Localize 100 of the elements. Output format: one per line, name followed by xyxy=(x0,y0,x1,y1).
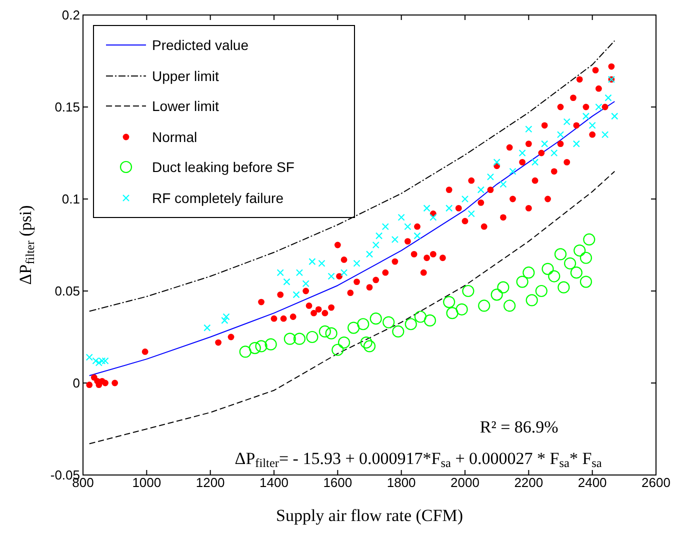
point xyxy=(531,158,539,166)
point xyxy=(430,214,437,221)
legend-label: RF completely failure xyxy=(152,190,284,206)
x-tick-label: 2400 xyxy=(578,475,607,490)
point xyxy=(446,204,453,212)
point xyxy=(318,325,331,338)
point xyxy=(564,257,576,270)
point xyxy=(516,276,528,288)
point xyxy=(542,262,554,275)
point xyxy=(248,342,261,354)
point xyxy=(535,284,548,298)
y-tick-label: 0.05 xyxy=(54,284,80,299)
point xyxy=(204,324,211,332)
point xyxy=(446,307,458,320)
point xyxy=(404,318,417,330)
point xyxy=(398,214,405,221)
point xyxy=(500,180,507,188)
legend-label: Normal xyxy=(152,128,198,145)
point xyxy=(255,340,268,352)
point xyxy=(554,248,567,260)
point xyxy=(328,272,335,280)
x-tick-label: 1600 xyxy=(323,475,352,490)
point xyxy=(414,310,426,323)
point xyxy=(353,260,360,267)
x-tick-label: 2000 xyxy=(450,475,480,490)
point xyxy=(525,126,532,133)
x-tick-label: 1200 xyxy=(196,475,225,490)
point xyxy=(509,168,516,175)
point xyxy=(570,266,582,279)
point xyxy=(283,278,290,286)
point xyxy=(556,131,564,138)
point xyxy=(490,288,503,301)
annotation: R² = 86.9% xyxy=(480,418,558,437)
point xyxy=(550,149,558,157)
point xyxy=(366,250,374,258)
point xyxy=(222,313,230,320)
point xyxy=(264,338,277,350)
point xyxy=(292,291,300,298)
point xyxy=(284,332,296,345)
point xyxy=(611,112,618,120)
x-tick-label: 1400 xyxy=(260,475,288,490)
point xyxy=(580,276,592,288)
x-tick-label: 2600 xyxy=(642,475,670,490)
point xyxy=(86,354,93,361)
point xyxy=(504,300,516,312)
point xyxy=(424,314,436,326)
x-tick-label: 1000 xyxy=(132,475,162,490)
point xyxy=(348,322,360,334)
point xyxy=(392,325,404,338)
point xyxy=(370,312,382,325)
point xyxy=(306,330,318,344)
annotation: ΔP$_{filter}$= - 15.93 + 0.000917*F$_{sa}$ + 0.000027 * F$_{sa}$* F$_{sa}$ xyxy=(234,448,602,470)
point xyxy=(526,294,538,306)
legend-label: Lower limit xyxy=(152,98,219,114)
point xyxy=(572,140,580,148)
point xyxy=(414,232,421,240)
point xyxy=(382,223,389,230)
point xyxy=(340,269,348,276)
point xyxy=(563,118,570,126)
point xyxy=(558,281,570,294)
point xyxy=(522,266,535,279)
point xyxy=(423,204,430,212)
point xyxy=(318,260,326,267)
point xyxy=(293,332,306,345)
legend-label: Predicted value xyxy=(152,37,249,54)
point xyxy=(595,103,602,111)
point xyxy=(325,327,338,340)
y-tick-label: 0.2 xyxy=(62,8,80,23)
point xyxy=(363,340,376,352)
point xyxy=(477,186,484,194)
legend-label: Duct leaking before SF xyxy=(152,159,294,176)
line-series xyxy=(88,100,616,376)
point xyxy=(332,344,344,356)
x-tick-label: 1800 xyxy=(386,475,416,490)
point xyxy=(221,316,228,324)
point xyxy=(486,173,494,180)
point xyxy=(443,296,456,308)
point xyxy=(478,300,490,312)
point xyxy=(391,236,399,244)
y-tick-label: 0 xyxy=(72,376,80,391)
point xyxy=(574,244,586,257)
point xyxy=(468,210,475,218)
x-tick-label: 2200 xyxy=(514,475,544,490)
legend-label: Upper limit xyxy=(152,68,219,84)
point xyxy=(580,252,592,264)
y-tick-label: 0.15 xyxy=(54,100,80,115)
point xyxy=(296,269,304,276)
point xyxy=(462,284,474,298)
point xyxy=(276,269,284,276)
point xyxy=(518,149,526,157)
point xyxy=(604,94,612,102)
point xyxy=(497,281,510,294)
point xyxy=(404,223,412,230)
point xyxy=(338,336,350,349)
point xyxy=(239,346,252,358)
point xyxy=(360,336,372,349)
point xyxy=(583,233,596,246)
point xyxy=(357,318,370,330)
point xyxy=(456,303,468,316)
point xyxy=(493,158,500,166)
